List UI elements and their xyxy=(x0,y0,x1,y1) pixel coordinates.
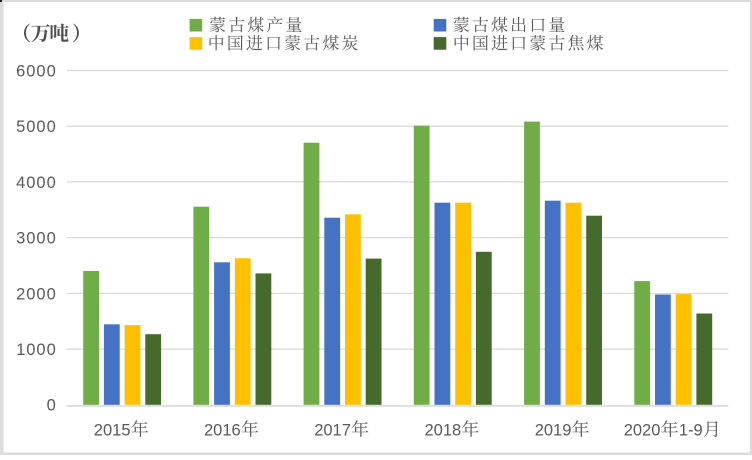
svg-text:5000: 5000 xyxy=(16,118,57,136)
svg-text:2020: 2020 xyxy=(624,422,661,440)
svg-text:3000: 3000 xyxy=(16,230,57,248)
svg-text:2015: 2015 xyxy=(94,422,131,440)
svg-text:1000: 1000 xyxy=(16,341,57,359)
svg-text:2017: 2017 xyxy=(314,422,351,440)
svg-text:2019: 2019 xyxy=(535,422,572,440)
svg-text:6000: 6000 xyxy=(16,62,57,80)
svg-text:2016: 2016 xyxy=(204,422,241,440)
svg-text:2000: 2000 xyxy=(16,285,57,303)
svg-text:1-9: 1-9 xyxy=(679,422,703,440)
svg-text:0: 0 xyxy=(47,397,57,415)
svg-text:4000: 4000 xyxy=(16,174,57,192)
svg-text:2018: 2018 xyxy=(425,422,462,440)
